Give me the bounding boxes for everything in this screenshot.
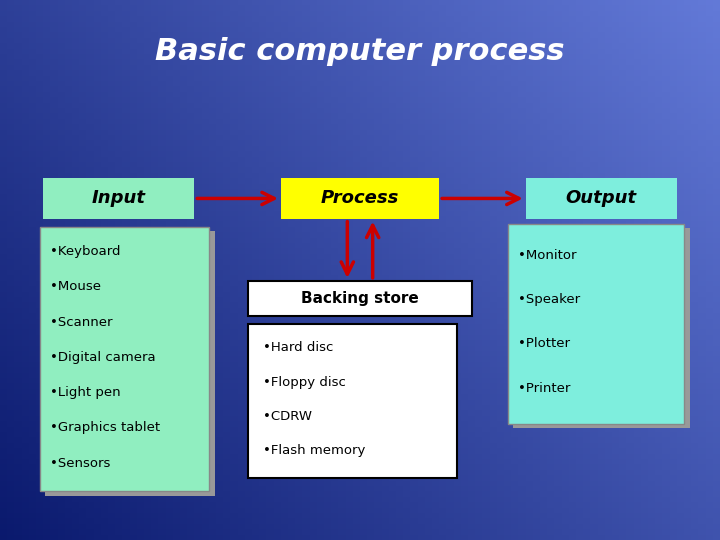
Text: •Plotter: •Plotter — [518, 338, 570, 350]
FancyBboxPatch shape — [248, 281, 472, 316]
Text: Process: Process — [321, 190, 399, 207]
Text: Backing store: Backing store — [301, 291, 419, 306]
Text: Input: Input — [91, 190, 145, 207]
FancyBboxPatch shape — [508, 224, 684, 424]
Text: Basic computer process: Basic computer process — [156, 37, 564, 66]
Text: •Hard disc: •Hard disc — [263, 341, 333, 354]
FancyBboxPatch shape — [45, 231, 215, 496]
Text: •Mouse: •Mouse — [50, 280, 102, 293]
Text: •Monitor: •Monitor — [518, 249, 577, 262]
FancyBboxPatch shape — [526, 178, 677, 219]
FancyBboxPatch shape — [40, 227, 209, 491]
FancyBboxPatch shape — [248, 324, 457, 478]
Text: •Keyboard: •Keyboard — [50, 245, 121, 258]
FancyBboxPatch shape — [43, 178, 194, 219]
Text: •Speaker: •Speaker — [518, 293, 580, 306]
Text: •Digital camera: •Digital camera — [50, 351, 156, 364]
Text: •Printer: •Printer — [518, 382, 571, 395]
Text: •Light pen: •Light pen — [50, 386, 121, 399]
Text: •CDRW: •CDRW — [263, 410, 312, 423]
Text: •Graphics tablet: •Graphics tablet — [50, 421, 161, 434]
Text: •Flash memory: •Flash memory — [263, 444, 365, 457]
Text: •Sensors: •Sensors — [50, 457, 111, 470]
Text: •Scanner: •Scanner — [50, 315, 113, 328]
Text: Output: Output — [566, 190, 636, 207]
Text: •Floppy disc: •Floppy disc — [263, 376, 346, 389]
FancyBboxPatch shape — [513, 228, 690, 428]
FancyBboxPatch shape — [281, 178, 439, 219]
